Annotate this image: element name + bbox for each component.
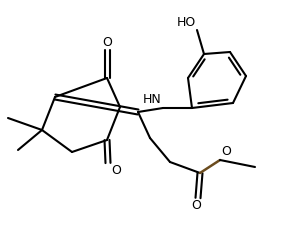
Text: O: O (191, 199, 201, 212)
Text: O: O (111, 164, 121, 177)
Text: HN: HN (142, 93, 161, 106)
Text: HO: HO (177, 16, 196, 29)
Text: O: O (102, 36, 112, 49)
Text: O: O (221, 145, 231, 158)
